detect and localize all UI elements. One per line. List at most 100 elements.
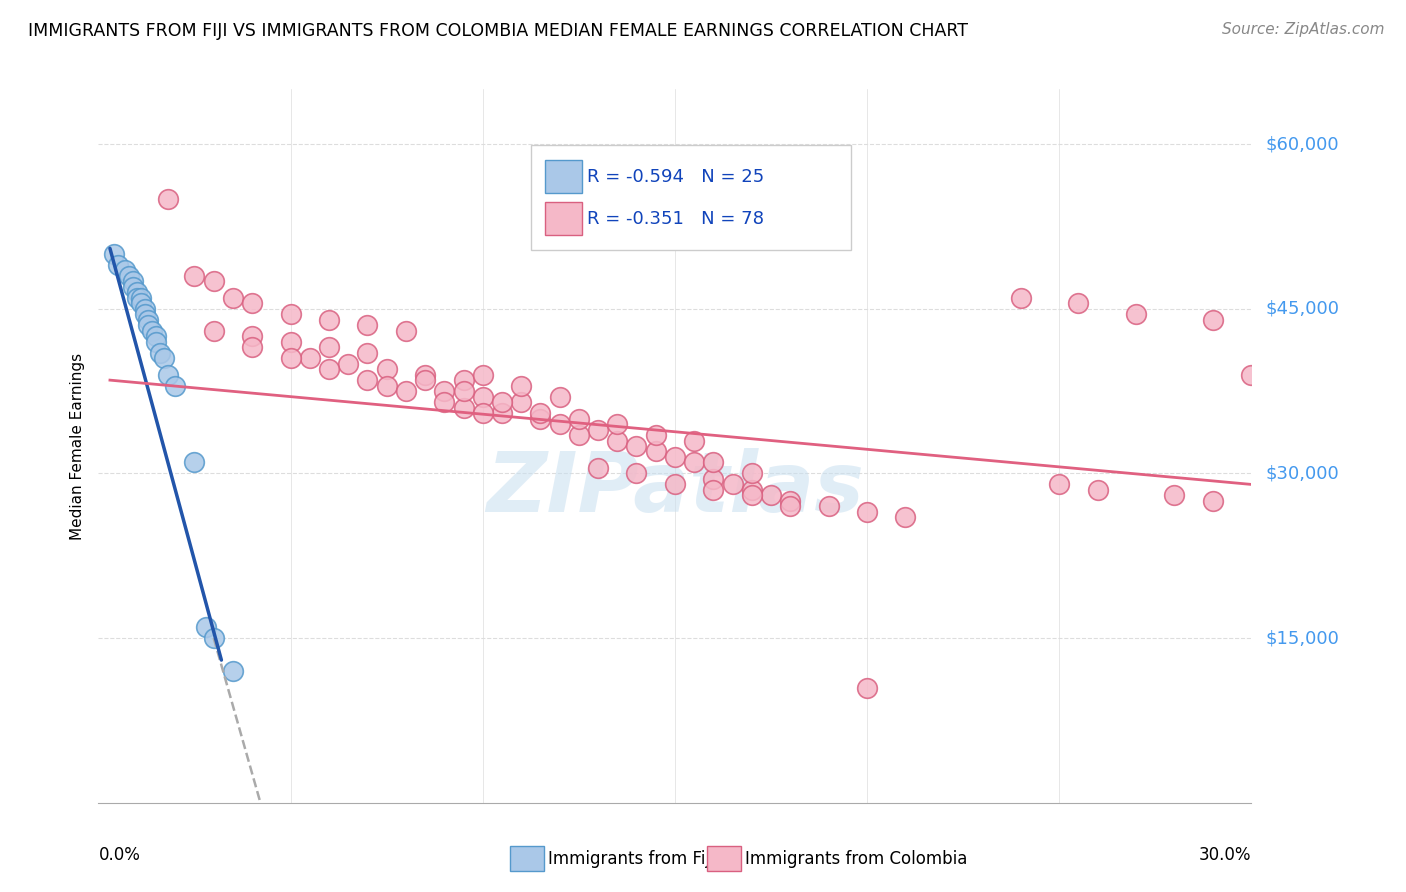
Point xyxy=(107,258,129,272)
Text: ZIPatlas: ZIPatlas xyxy=(486,449,863,529)
Point xyxy=(453,384,475,398)
Point xyxy=(103,247,125,261)
Point xyxy=(471,390,494,404)
Point xyxy=(568,428,591,442)
Point xyxy=(529,406,551,420)
Text: Source: ZipAtlas.com: Source: ZipAtlas.com xyxy=(1222,22,1385,37)
Point xyxy=(644,444,666,458)
Point xyxy=(222,291,245,305)
Point xyxy=(149,345,172,359)
Point xyxy=(129,291,152,305)
Point xyxy=(586,423,609,437)
Point xyxy=(510,378,533,392)
Point xyxy=(491,395,513,409)
Point xyxy=(183,268,205,283)
Point xyxy=(129,296,152,310)
Point xyxy=(453,401,475,415)
Text: R = -0.594   N = 25: R = -0.594 N = 25 xyxy=(588,168,765,186)
Point xyxy=(471,368,494,382)
Point xyxy=(134,301,156,316)
Point xyxy=(125,285,148,300)
Point xyxy=(510,395,533,409)
Point xyxy=(318,340,340,354)
Point xyxy=(222,664,245,678)
Point xyxy=(413,373,436,387)
Point xyxy=(702,472,724,486)
Point xyxy=(433,395,456,409)
Point xyxy=(626,439,648,453)
Point xyxy=(395,384,418,398)
Point xyxy=(298,351,321,366)
Point xyxy=(375,378,398,392)
Point xyxy=(395,324,418,338)
Point xyxy=(280,334,302,349)
Point xyxy=(318,362,340,376)
Text: Immigrants from Colombia: Immigrants from Colombia xyxy=(745,850,967,868)
Point xyxy=(118,268,141,283)
Point xyxy=(356,318,378,333)
Point xyxy=(138,312,160,326)
Point xyxy=(145,334,167,349)
Point xyxy=(568,411,591,425)
Point xyxy=(1240,368,1263,382)
Point xyxy=(664,477,686,491)
Point xyxy=(240,329,263,343)
Point xyxy=(702,483,724,497)
Point xyxy=(141,324,163,338)
Point xyxy=(337,357,360,371)
Point xyxy=(280,351,302,366)
Point xyxy=(664,450,686,464)
Point xyxy=(202,324,225,338)
Point xyxy=(856,505,879,519)
Point xyxy=(453,373,475,387)
Text: $15,000: $15,000 xyxy=(1265,629,1339,647)
Text: $30,000: $30,000 xyxy=(1265,465,1339,483)
Point xyxy=(125,291,148,305)
Point xyxy=(122,274,145,288)
Point xyxy=(156,192,179,206)
Text: Immigrants from Fiji: Immigrants from Fiji xyxy=(548,850,716,868)
Point xyxy=(471,406,494,420)
Text: 30.0%: 30.0% xyxy=(1199,846,1251,863)
Point xyxy=(356,373,378,387)
Point xyxy=(356,345,378,359)
Point xyxy=(318,312,340,326)
Point xyxy=(375,362,398,376)
Point xyxy=(626,467,648,481)
Point xyxy=(114,263,136,277)
Point xyxy=(202,631,225,645)
Point xyxy=(202,274,225,288)
Point xyxy=(759,488,782,502)
Point xyxy=(817,500,839,514)
Point xyxy=(721,477,744,491)
Point xyxy=(548,417,571,431)
Point xyxy=(606,417,628,431)
Point xyxy=(491,406,513,420)
Point xyxy=(702,455,724,469)
Point xyxy=(1087,483,1109,497)
Point xyxy=(156,368,179,382)
Point xyxy=(195,620,218,634)
Text: R = -0.351   N = 78: R = -0.351 N = 78 xyxy=(588,210,763,227)
Point xyxy=(894,510,917,524)
Point xyxy=(856,681,879,695)
Point xyxy=(741,467,763,481)
Point xyxy=(586,461,609,475)
Point xyxy=(145,329,167,343)
Text: $60,000: $60,000 xyxy=(1265,135,1339,153)
Point xyxy=(1125,307,1147,321)
Point xyxy=(644,428,666,442)
Point xyxy=(134,307,156,321)
Point xyxy=(280,307,302,321)
Point xyxy=(1010,291,1032,305)
Point xyxy=(1202,312,1225,326)
Point xyxy=(165,378,187,392)
Point xyxy=(1047,477,1070,491)
Point xyxy=(138,318,160,333)
Point xyxy=(1202,494,1225,508)
Point xyxy=(122,280,145,294)
Point xyxy=(683,455,706,469)
Point xyxy=(183,455,205,469)
Point xyxy=(1163,488,1185,502)
Y-axis label: Median Female Earnings: Median Female Earnings xyxy=(70,352,86,540)
